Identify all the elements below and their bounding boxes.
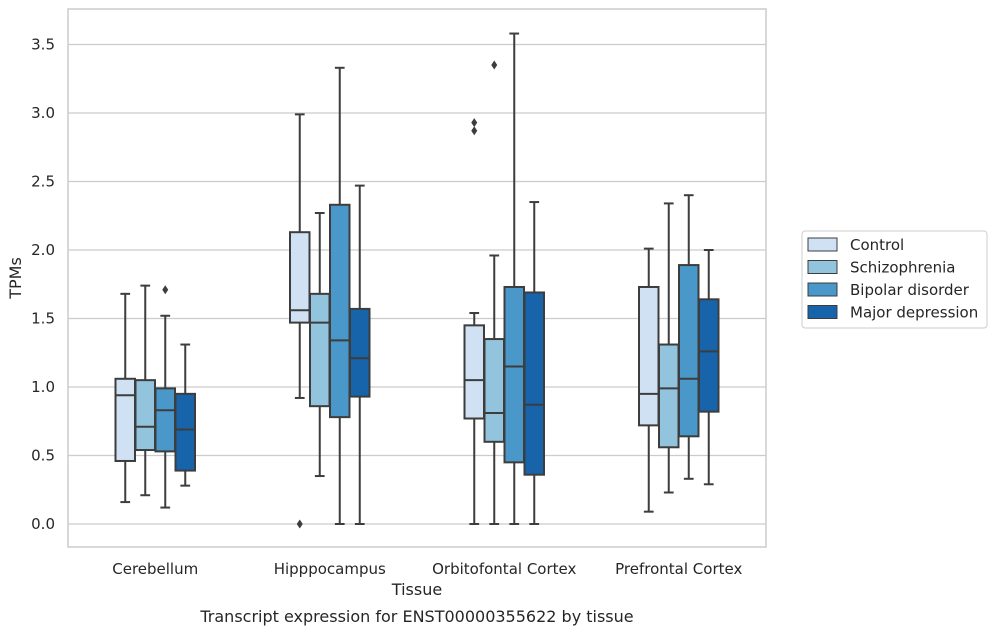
outlier-point — [491, 60, 498, 70]
legend-swatch — [807, 260, 838, 274]
x-tick-labels: Cerebellum Hipppocampus Orbitofontal Corte… — [112, 560, 742, 578]
box-iqr — [174, 392, 196, 472]
box-iqr — [523, 291, 545, 476]
box-iqr — [154, 387, 176, 453]
box-iqr — [678, 264, 700, 438]
x-axis-label: Tissue — [391, 580, 442, 599]
chart-caption: Transcript expression for ENST0000035562… — [199, 607, 633, 626]
legend: Control Schizophrenia Bipolar disorder Majo… — [801, 230, 988, 329]
box-plot — [658, 202, 680, 494]
outlier-point — [162, 285, 169, 295]
box-plot — [349, 184, 371, 525]
box-iqr — [638, 285, 660, 427]
box-plot — [483, 60, 505, 525]
y-tick-label: 0.5 — [31, 447, 55, 465]
box-iqr — [309, 292, 331, 408]
outlier-point — [471, 118, 478, 128]
box-iqr — [329, 203, 351, 419]
box-plot — [638, 247, 660, 513]
y-tick-label: 0.0 — [31, 515, 55, 533]
box-plot — [329, 66, 351, 525]
boxes — [114, 32, 720, 529]
box-iqr — [349, 307, 371, 398]
box-iqr — [483, 338, 505, 443]
box-plot — [698, 249, 720, 486]
box-iqr — [463, 324, 485, 420]
y-tick-label: 1.5 — [31, 310, 55, 328]
outlier-point — [296, 519, 303, 529]
box-iqr — [658, 343, 680, 449]
x-tick-label: Hipppocampus — [274, 560, 386, 578]
legend-swatch — [807, 305, 838, 319]
box-plot — [463, 118, 485, 525]
box-plot — [134, 284, 156, 497]
x-tick-label: Orbitofontal Cortex — [432, 560, 576, 578]
legend-label: Bipolar disorder — [850, 281, 970, 299]
box-iqr — [114, 377, 136, 462]
y-tick-label: 3.0 — [31, 104, 55, 122]
x-tick-label: Cerebellum — [112, 560, 198, 578]
box-iqr — [289, 231, 311, 324]
legend-frame — [801, 230, 988, 329]
box-plot — [503, 32, 525, 525]
plot-area — [67, 8, 767, 548]
box-plot — [289, 113, 311, 529]
y-axis-label: TPMs — [6, 257, 25, 300]
legend-label: Major depression — [850, 304, 978, 322]
legend-label: Control — [850, 236, 904, 254]
box-iqr — [503, 285, 525, 464]
x-tick-label: Prefrontal Cortex — [615, 560, 742, 578]
y-tick-label: 3.5 — [31, 36, 55, 54]
legend-swatch — [807, 282, 838, 297]
box-iqr — [134, 379, 156, 452]
y-tick-labels: 0.0 0.5 1.0 1.5 2.0 2.5 3.0 3.5 — [31, 36, 55, 534]
box-plot — [523, 201, 545, 525]
box-plot — [114, 292, 136, 504]
legend-swatch — [807, 237, 838, 252]
y-tick-label: 2.0 — [31, 241, 55, 259]
outlier-point — [471, 126, 478, 136]
box-iqr — [698, 298, 720, 413]
y-tick-label: 2.5 — [31, 173, 55, 191]
y-tick-label: 1.0 — [31, 378, 55, 396]
legend-label: Schizophrenia — [850, 259, 955, 277]
box-plot — [174, 343, 196, 487]
